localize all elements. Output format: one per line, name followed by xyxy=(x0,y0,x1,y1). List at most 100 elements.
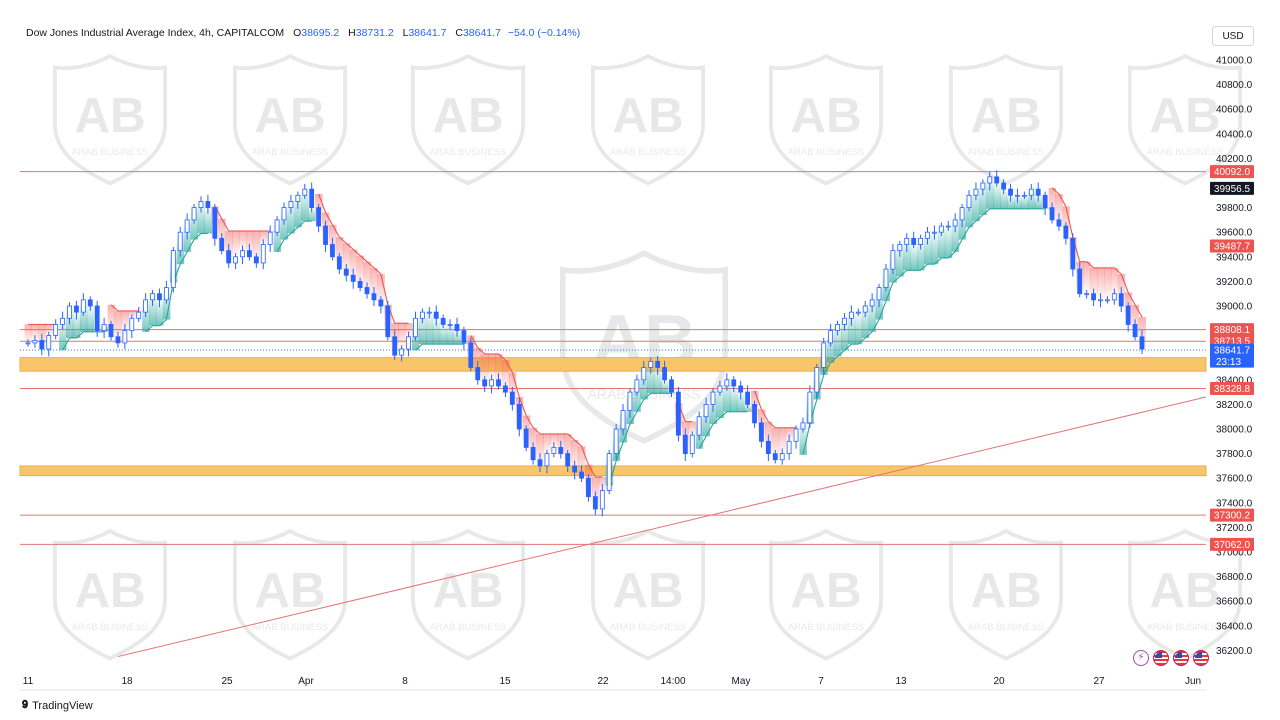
candle-body xyxy=(842,317,847,325)
candles-layer xyxy=(25,170,1145,517)
watermark-shield-icon xyxy=(410,528,526,661)
supply-demand-zone xyxy=(19,357,1207,372)
tradingview-brand[interactable]: 𝟗 TradingView xyxy=(22,699,93,712)
watermark-monogram-icon: AB xyxy=(74,563,145,618)
candle-body xyxy=(219,237,225,252)
candle-body xyxy=(731,379,737,387)
supertrend-fill xyxy=(834,324,842,357)
watermark-shield-icon xyxy=(768,53,884,186)
candle-body xyxy=(1125,305,1131,325)
supertrend-line xyxy=(587,464,596,478)
supertrend-line xyxy=(629,411,638,425)
x-axis[interactable]: 11 18 25 Apr 8 15 22 14:00 May 7 13 20 27 Jun xyxy=(23,676,1201,687)
y-tick-label: 40200.0 xyxy=(1216,154,1253,165)
candle-body xyxy=(129,317,135,331)
candle-body xyxy=(814,367,820,393)
supertrend-fill xyxy=(951,219,960,252)
supertrend-line xyxy=(837,349,845,357)
supertrend-line xyxy=(712,417,721,425)
x-tick-label: 13 xyxy=(895,676,907,687)
y-axis[interactable]: 41000.0 40800.0 40600.0 40400.0 40200.0 39800… xyxy=(1216,56,1253,657)
supertrend-fill xyxy=(778,427,787,454)
supertrend-fill xyxy=(654,367,662,394)
supertrend-fill xyxy=(342,243,351,276)
watermark: AB ARAB BUSINESS xyxy=(52,528,168,661)
candle-body xyxy=(461,330,467,344)
y-tick-label: 37000.0 xyxy=(1216,548,1253,559)
events-indicators: ⚡ xyxy=(1133,650,1209,666)
candle-body xyxy=(703,403,709,418)
flash-icon[interactable]: ⚡ xyxy=(1133,650,1149,666)
high-value: 38731.2 xyxy=(355,27,394,39)
candle-body xyxy=(74,305,79,313)
candle-body xyxy=(212,207,218,239)
candle-body xyxy=(1077,268,1083,295)
supertrend-line xyxy=(110,304,119,312)
candle-body xyxy=(163,287,169,301)
candle-body xyxy=(599,490,605,510)
candle-body xyxy=(897,244,903,252)
supertrend-line xyxy=(179,251,188,265)
candle-body xyxy=(25,342,31,345)
supertrend-fill xyxy=(294,195,302,228)
supertrend-line xyxy=(276,239,285,253)
supertrend-line xyxy=(318,193,327,213)
supertrend-line xyxy=(498,353,506,361)
supertrend-line xyxy=(518,396,527,416)
supertrend-line xyxy=(532,427,541,435)
supertrend-fill xyxy=(418,312,427,345)
supertrend-fill xyxy=(550,433,558,448)
candle-body xyxy=(364,287,370,295)
close-label: C xyxy=(455,27,463,39)
candle-body xyxy=(1008,188,1013,196)
watermark-shield-icon xyxy=(590,53,706,186)
candle-body xyxy=(1042,194,1048,209)
tradingview-logo-icon: 𝟗 xyxy=(22,699,28,711)
x-tick-label: May xyxy=(732,676,751,687)
x-tick-label: Jun xyxy=(1185,676,1201,687)
candle-body xyxy=(108,324,114,338)
candle-body xyxy=(710,391,716,405)
supertrend-line xyxy=(76,331,84,339)
us-flag-icon[interactable] xyxy=(1153,650,1169,666)
supertrend-fill xyxy=(31,324,39,341)
candle-body xyxy=(274,219,280,233)
candle-body xyxy=(260,244,266,264)
supertrend-line xyxy=(1051,187,1060,195)
candle-body xyxy=(419,311,425,319)
supertrend-line xyxy=(698,436,707,449)
candle-body xyxy=(634,379,640,393)
supertrend-fill xyxy=(903,238,911,271)
currency-button[interactable]: USD xyxy=(1212,26,1254,46)
supertrend-fill xyxy=(45,324,53,336)
supertrend-line xyxy=(359,255,368,263)
supertrend-line xyxy=(947,251,956,259)
candle-body xyxy=(945,225,951,228)
supertrend-fill xyxy=(1103,267,1112,300)
candle-body xyxy=(1098,299,1103,302)
candle-body xyxy=(330,244,335,258)
y-tick-label: 37200.0 xyxy=(1216,523,1253,534)
supertrend-fill xyxy=(771,427,780,460)
supertrend-line xyxy=(345,242,354,250)
supertrend-fill xyxy=(488,353,496,380)
candle-body xyxy=(503,385,508,393)
candle-body xyxy=(765,440,771,454)
watermark-monogram-icon: AB xyxy=(1149,563,1220,618)
candle-body xyxy=(655,360,661,368)
supertrend-line xyxy=(857,337,866,345)
y-tick-label: 37600.0 xyxy=(1216,474,1253,485)
watermark: AB ARAB BUSINESS xyxy=(1127,53,1243,186)
candle-body xyxy=(413,317,418,338)
price-tag-bg xyxy=(1210,537,1254,551)
supertrend-line xyxy=(1113,267,1122,275)
candle-body xyxy=(800,422,806,430)
us-flag-icon[interactable] xyxy=(1173,650,1189,666)
chart-legend: Dow Jones Industrial Average Index, 4h, … xyxy=(26,27,580,39)
candle-body xyxy=(122,330,128,344)
candle-body xyxy=(848,311,854,319)
supertrend-fill xyxy=(647,361,655,394)
us-flag-icon[interactable] xyxy=(1193,650,1209,666)
watermark-shield-icon xyxy=(232,53,348,186)
